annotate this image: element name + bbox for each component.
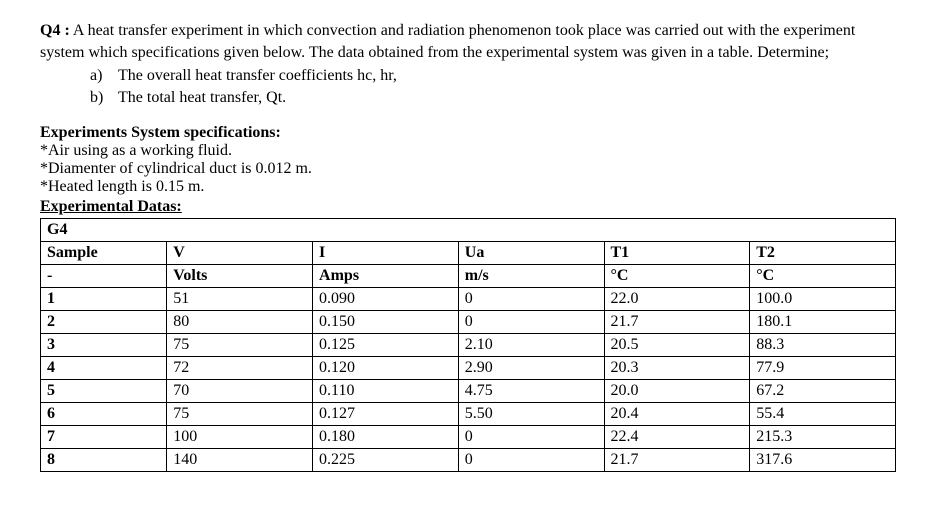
cell: 0.150	[313, 311, 459, 334]
specs-heading: Experiments System specifications:	[40, 124, 896, 142]
part-a: a) The overall heat transfer coefficient…	[90, 65, 896, 87]
cell: 317.6	[750, 449, 896, 472]
unit-cell: °C	[604, 265, 750, 288]
cell: 75	[167, 403, 313, 426]
cell: 100	[167, 426, 313, 449]
cell: 2.10	[458, 334, 604, 357]
spec-line: *Air using as a working fluid.	[40, 142, 896, 160]
cell: 22.0	[604, 288, 750, 311]
unit-cell: Amps	[313, 265, 459, 288]
group-label: G4	[41, 219, 896, 242]
spec-line: *Heated length is 0.15 m.	[40, 178, 896, 196]
cell: 3	[41, 334, 167, 357]
cell: 0.225	[313, 449, 459, 472]
cell: 2	[41, 311, 167, 334]
table-row: 2 80 0.150 0 21.7 180.1	[41, 311, 896, 334]
part-label: a)	[90, 65, 118, 87]
cell: 55.4	[750, 403, 896, 426]
cell: 88.3	[750, 334, 896, 357]
table-row: 4 72 0.120 2.90 20.3 77.9	[41, 357, 896, 380]
part-label: b)	[90, 87, 118, 109]
table-header-row: Sample V I Ua T1 T2	[41, 242, 896, 265]
part-text: The total heat transfer, Qt.	[118, 87, 286, 109]
cell: 0	[458, 426, 604, 449]
table-group-row: G4	[41, 219, 896, 242]
col-header: Sample	[41, 242, 167, 265]
data-table: G4 Sample V I Ua T1 T2 - Volts Amps m/s …	[40, 218, 896, 472]
question-parts: a) The overall heat transfer coefficient…	[90, 65, 896, 108]
table-row: 5 70 0.110 4.75 20.0 67.2	[41, 380, 896, 403]
cell: 0.110	[313, 380, 459, 403]
cell: 2.90	[458, 357, 604, 380]
cell: 4.75	[458, 380, 604, 403]
cell: 51	[167, 288, 313, 311]
cell: 8	[41, 449, 167, 472]
cell: 215.3	[750, 426, 896, 449]
cell: 6	[41, 403, 167, 426]
cell: 0.127	[313, 403, 459, 426]
cell: 0	[458, 288, 604, 311]
table-row: 8 140 0.225 0 21.7 317.6	[41, 449, 896, 472]
cell: 0.180	[313, 426, 459, 449]
cell: 21.7	[604, 449, 750, 472]
cell: 72	[167, 357, 313, 380]
table-row: 1 51 0.090 0 22.0 100.0	[41, 288, 896, 311]
col-header: T1	[604, 242, 750, 265]
table-row: 7 100 0.180 0 22.4 215.3	[41, 426, 896, 449]
cell: 22.4	[604, 426, 750, 449]
cell: 0	[458, 449, 604, 472]
cell: 5.50	[458, 403, 604, 426]
cell: 20.4	[604, 403, 750, 426]
question-text: A heat transfer experiment in which conv…	[40, 22, 855, 61]
cell: 4	[41, 357, 167, 380]
unit-cell: °C	[750, 265, 896, 288]
table-row: 6 75 0.127 5.50 20.4 55.4	[41, 403, 896, 426]
data-heading: Experimental Datas:	[40, 198, 896, 216]
cell: 180.1	[750, 311, 896, 334]
cell: 75	[167, 334, 313, 357]
part-text: The overall heat transfer coefficients h…	[118, 65, 397, 87]
col-header: Ua	[458, 242, 604, 265]
cell: 20.5	[604, 334, 750, 357]
cell: 7	[41, 426, 167, 449]
cell: 5	[41, 380, 167, 403]
cell: 20.3	[604, 357, 750, 380]
question-paragraph: Q4 : A heat transfer experiment in which…	[40, 20, 896, 63]
unit-cell: -	[41, 265, 167, 288]
spec-line: *Diamenter of cylindrical duct is 0.012 …	[40, 160, 896, 178]
part-b: b) The total heat transfer, Qt.	[90, 87, 896, 109]
question-label: Q4 :	[40, 22, 70, 39]
cell: 80	[167, 311, 313, 334]
cell: 140	[167, 449, 313, 472]
cell: 77.9	[750, 357, 896, 380]
cell: 21.7	[604, 311, 750, 334]
cell: 100.0	[750, 288, 896, 311]
table-row: 3 75 0.125 2.10 20.5 88.3	[41, 334, 896, 357]
cell: 0.125	[313, 334, 459, 357]
cell: 1	[41, 288, 167, 311]
cell: 0	[458, 311, 604, 334]
cell: 70	[167, 380, 313, 403]
col-header: I	[313, 242, 459, 265]
cell: 0.120	[313, 357, 459, 380]
table-units-row: - Volts Amps m/s °C °C	[41, 265, 896, 288]
col-header: V	[167, 242, 313, 265]
col-header: T2	[750, 242, 896, 265]
cell: 67.2	[750, 380, 896, 403]
unit-cell: m/s	[458, 265, 604, 288]
cell: 20.0	[604, 380, 750, 403]
cell: 0.090	[313, 288, 459, 311]
unit-cell: Volts	[167, 265, 313, 288]
